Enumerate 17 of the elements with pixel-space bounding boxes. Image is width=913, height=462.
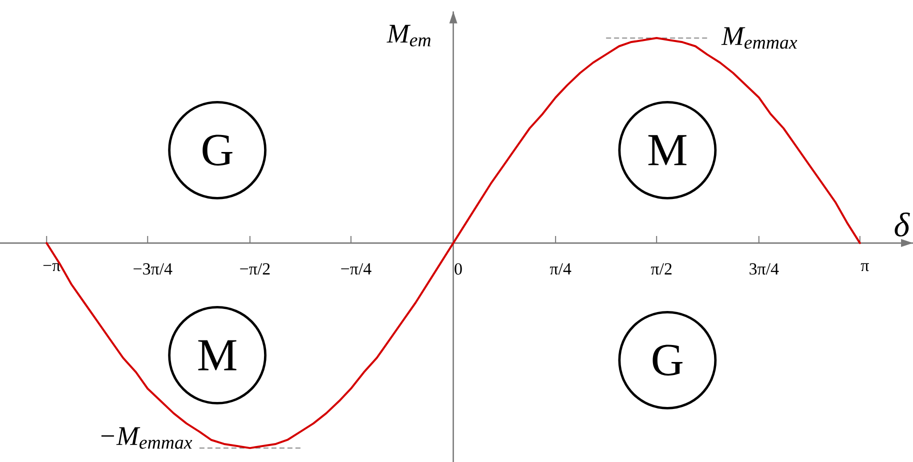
x-tick-label: −π/4 <box>341 263 372 275</box>
x-tick-label: −π <box>43 263 60 272</box>
annotation: G <box>202 134 232 166</box>
x-tick-label: π/4 <box>550 263 572 275</box>
annotation: −M$_{emmax}$ <box>101 427 192 449</box>
x-tick-label: π/2 <box>650 263 672 275</box>
annotation: M <box>198 340 236 370</box>
annotation: G <box>652 344 683 376</box>
x-tick-label: 3π/4 <box>750 263 779 275</box>
x-tick-label: π <box>860 263 869 272</box>
x-tick-label: −π/2 <box>240 263 270 275</box>
x-tick-label: −3π/4 <box>134 263 172 275</box>
annotation: M <box>648 135 686 166</box>
y-axis-title: M$_{em}$ <box>386 24 431 46</box>
annotation: M$_{emmax}$ <box>721 27 798 49</box>
x-axis-title: δ <box>894 212 910 237</box>
x-tick-label: 0 <box>454 263 462 275</box>
